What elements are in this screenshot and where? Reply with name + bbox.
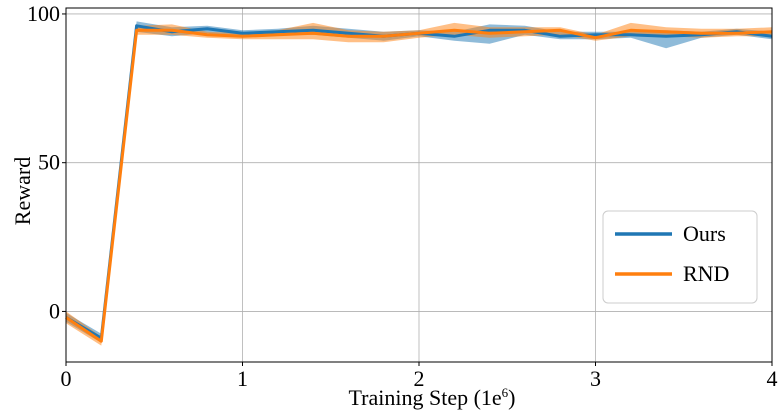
x-tick-label: 1 (237, 366, 248, 391)
x-tick-label: 3 (590, 366, 601, 391)
y-tick-label: 0 (49, 298, 60, 323)
axis-ticks: 0 1 2 3 4 0 50 100 (27, 1, 778, 391)
legend-box (602, 210, 758, 304)
x-axis-label-main: Training Step (1e (348, 385, 501, 410)
x-axis-label-exponent: 6 (502, 385, 509, 400)
y-tick-label: 100 (27, 1, 60, 26)
x-tick-label: 4 (767, 366, 778, 391)
legend: Ours RND (602, 210, 758, 304)
x-axis-label: Training Step (1e6) (348, 385, 515, 410)
legend-label-rnd: RND (683, 261, 729, 286)
x-tick-label: 2 (414, 366, 425, 391)
series-lines (65, 24, 773, 343)
grid-lines (65, 8, 773, 362)
y-tick-label: 50 (38, 150, 60, 175)
legend-label-ours: Ours (683, 221, 726, 246)
x-tick-label: 0 (61, 366, 72, 391)
line-rnd (65, 28, 773, 343)
y-axis-label: Reward (10, 157, 35, 225)
x-axis-label-close: ) (508, 385, 515, 410)
